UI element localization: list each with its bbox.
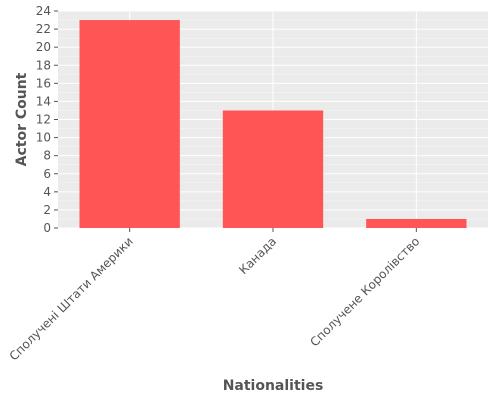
bar (79, 20, 180, 228)
y-tick-label: 14 (36, 94, 51, 108)
y-tick-label: 6 (43, 167, 51, 181)
y-tick-label: 2 (43, 203, 51, 217)
y-tick-label: 22 (36, 22, 51, 36)
x-axis-title: Nationalities (223, 378, 324, 394)
bar (222, 110, 324, 228)
y-tick-label: 18 (36, 58, 51, 72)
y-tick-label: 20 (36, 40, 51, 54)
y-tick-label: 12 (36, 113, 51, 127)
x-tick-label: Сполучені Штати Америки (7, 234, 136, 363)
y-tick-label: 10 (36, 131, 51, 145)
y-tick-label: 4 (43, 185, 51, 199)
y-tick-label: 16 (36, 76, 51, 90)
bar (366, 218, 467, 228)
y-tick-label: 0 (43, 221, 51, 235)
y-axis-title: Actor Count (14, 72, 30, 166)
bars (79, 20, 467, 228)
y-tick-label: 24 (36, 4, 51, 18)
x-tick-label: Сполучене Королівство (307, 234, 422, 349)
x-tick-label: Канада (236, 234, 279, 277)
y-tick-label: 8 (43, 149, 51, 163)
x-axis-ticks: Сполучені Штати Америки Канада Сполучене К… (7, 228, 422, 363)
